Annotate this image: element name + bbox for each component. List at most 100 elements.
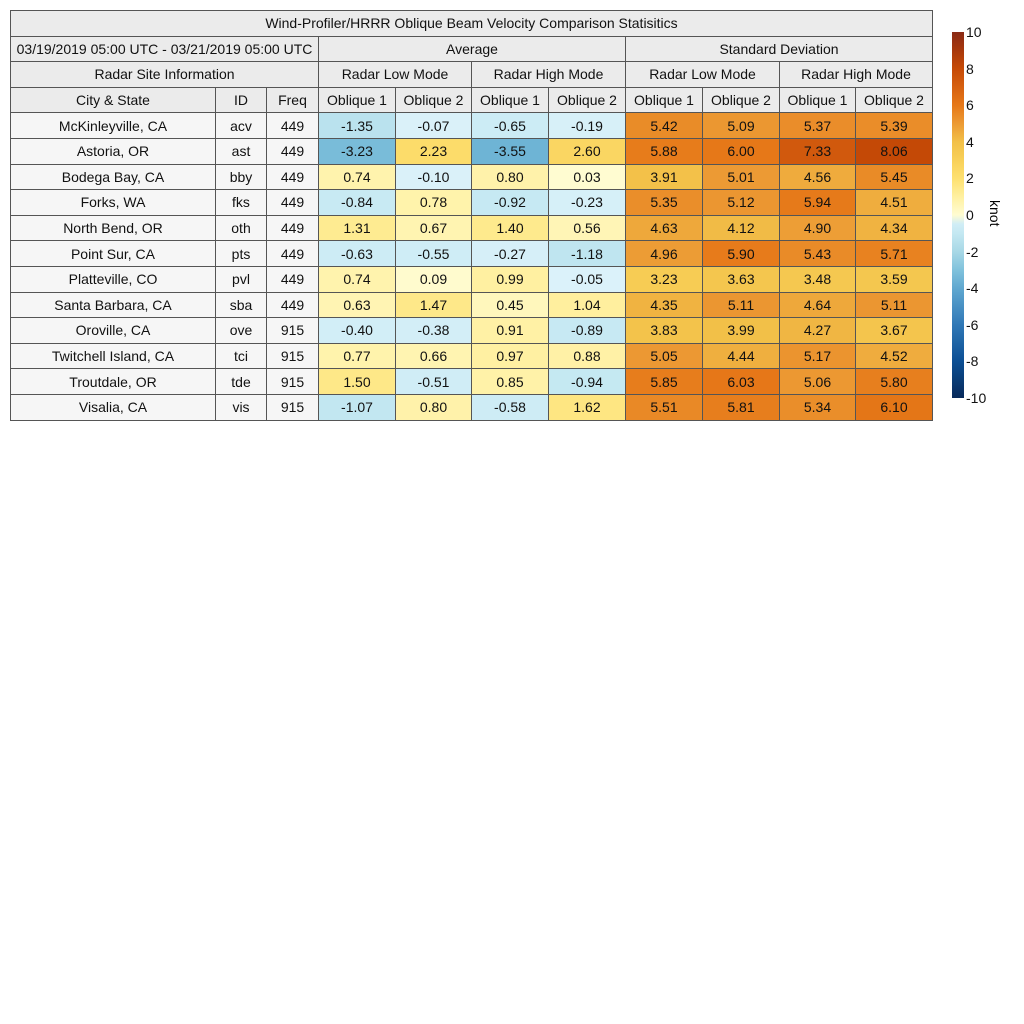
table-row: Twitchell Island, CA tci 915 0.77 0.66 0.97 0.… xyxy=(10,342,933,370)
value-cell: -1.07 xyxy=(318,393,396,421)
value-cell: 0.78 xyxy=(395,189,472,216)
value-cell: 4.96 xyxy=(625,240,703,267)
value-cell: 5.43 xyxy=(779,240,856,267)
value-cell: 4.27 xyxy=(779,317,856,344)
value-cell: 0.74 xyxy=(318,265,396,293)
city-cell: Bodega Bay, CA xyxy=(10,163,216,191)
value-cell: -1.35 xyxy=(318,112,396,139)
value-cell: 0.91 xyxy=(471,317,549,344)
colorbar-tick: 2 xyxy=(966,170,974,187)
colorbar-tick: -8 xyxy=(966,353,979,370)
value-cell: 5.51 xyxy=(625,393,703,421)
column-header: Oblique 1 xyxy=(625,86,703,114)
value-cell: 4.34 xyxy=(855,214,933,242)
colorbar-tick: -4 xyxy=(966,280,979,297)
table-row: McKinleyville, CA acv 449 -1.35 -0.07 -0.65 -0… xyxy=(10,112,933,139)
value-cell: 4.12 xyxy=(702,214,780,242)
value-cell: 4.51 xyxy=(855,189,933,216)
site-id-cell: ove xyxy=(215,317,267,344)
value-cell: 5.11 xyxy=(702,291,780,319)
mode-header: Radar High Mode xyxy=(471,61,626,88)
value-cell: 3.23 xyxy=(625,265,703,293)
city-cell: Astoria, OR xyxy=(10,137,216,165)
value-cell: 0.67 xyxy=(395,214,472,242)
column-header: Oblique 1 xyxy=(318,86,396,114)
table-title: Wind-Profiler/HRRR Oblique Beam Velocity… xyxy=(10,10,933,37)
value-cell: 3.83 xyxy=(625,317,703,344)
value-cell: 5.80 xyxy=(855,368,933,395)
value-cell: 2.60 xyxy=(548,137,626,165)
value-cell: 1.62 xyxy=(548,393,626,421)
value-cell: 0.45 xyxy=(471,291,549,319)
freq-cell: 449 xyxy=(266,137,319,165)
value-cell: -0.92 xyxy=(471,189,549,216)
value-cell: 5.05 xyxy=(625,342,703,370)
value-cell: 0.09 xyxy=(395,265,472,293)
colorbar-tick: 8 xyxy=(966,60,974,77)
std-dev-header: Standard Deviation xyxy=(625,35,933,63)
colorbar-tick: -6 xyxy=(966,316,979,333)
value-cell: 1.47 xyxy=(395,291,472,319)
colorbar-tick: 4 xyxy=(966,133,974,150)
table-row: Forks, WA fks 449 -0.84 0.78 -0.92 -0.23 5.35 5.… xyxy=(10,189,933,216)
time-period: 03/19/2019 05:00 UTC - 03/21/2019 05:00 … xyxy=(10,35,319,63)
city-cell: North Bend, OR xyxy=(10,214,216,242)
value-cell: -0.27 xyxy=(471,240,549,267)
colorbar-tick: -10 xyxy=(966,390,987,406)
site-id-cell: tci xyxy=(215,342,267,370)
value-cell: 3.48 xyxy=(779,265,856,293)
city-cell: Oroville, CA xyxy=(10,317,216,344)
mode-header: Radar High Mode xyxy=(779,61,933,88)
value-cell: 0.74 xyxy=(318,163,396,191)
value-cell: 5.94 xyxy=(779,189,856,216)
freq-cell: 449 xyxy=(266,112,319,139)
value-cell: 5.37 xyxy=(779,112,856,139)
value-cell: -3.23 xyxy=(318,137,396,165)
colorbar-tick: 6 xyxy=(966,97,974,114)
value-cell: 0.03 xyxy=(548,163,626,191)
freq-cell: 449 xyxy=(266,291,319,319)
value-cell: 5.85 xyxy=(625,368,703,395)
freq-cell: 915 xyxy=(266,342,319,370)
value-cell: 4.64 xyxy=(779,291,856,319)
city-cell: Visalia, CA xyxy=(10,393,216,421)
column-header: Oblique 1 xyxy=(471,86,549,114)
value-cell: 0.63 xyxy=(318,291,396,319)
value-cell: 5.34 xyxy=(779,393,856,421)
city-cell: Twitchell Island, CA xyxy=(10,342,216,370)
value-cell: 5.06 xyxy=(779,368,856,395)
site-id-cell: vis xyxy=(215,393,267,421)
freq-cell: 915 xyxy=(266,317,319,344)
site-id-cell: acv xyxy=(215,112,267,139)
column-header: Oblique 2 xyxy=(855,86,933,114)
value-cell: 5.09 xyxy=(702,112,780,139)
table-row: North Bend, OR oth 449 1.31 0.67 1.40 0.56 4.63… xyxy=(10,214,933,242)
column-header: Freq xyxy=(266,86,319,114)
freq-cell: 449 xyxy=(266,240,319,267)
column-header: ID xyxy=(215,86,267,114)
colorbar-tick: 10 xyxy=(966,24,982,40)
column-header: Oblique 1 xyxy=(779,86,856,114)
value-cell: -0.51 xyxy=(395,368,472,395)
site-id-cell: bby xyxy=(215,163,267,191)
mode-header: Radar Low Mode xyxy=(625,61,780,88)
value-cell: 3.67 xyxy=(855,317,933,344)
value-cell: -0.05 xyxy=(548,265,626,293)
value-cell: 0.99 xyxy=(471,265,549,293)
value-cell: -0.40 xyxy=(318,317,396,344)
table-row: Troutdale, OR tde 915 1.50 -0.51 0.85 -0.94 5.8… xyxy=(10,368,933,395)
statistics-table: Wind-Profiler/HRRR Oblique Beam Velocity… xyxy=(10,10,933,421)
value-cell: 0.80 xyxy=(395,393,472,421)
value-cell: 0.97 xyxy=(471,342,549,370)
city-cell: Platteville, CO xyxy=(10,265,216,293)
freq-cell: 449 xyxy=(266,265,319,293)
value-cell: -0.63 xyxy=(318,240,396,267)
value-cell: 2.23 xyxy=(395,137,472,165)
colorbar-tick: -2 xyxy=(966,243,979,260)
value-cell: 5.81 xyxy=(702,393,780,421)
value-cell: 3.59 xyxy=(855,265,933,293)
value-cell: -0.10 xyxy=(395,163,472,191)
value-cell: -0.07 xyxy=(395,112,472,139)
value-cell: 0.66 xyxy=(395,342,472,370)
value-cell: 3.99 xyxy=(702,317,780,344)
